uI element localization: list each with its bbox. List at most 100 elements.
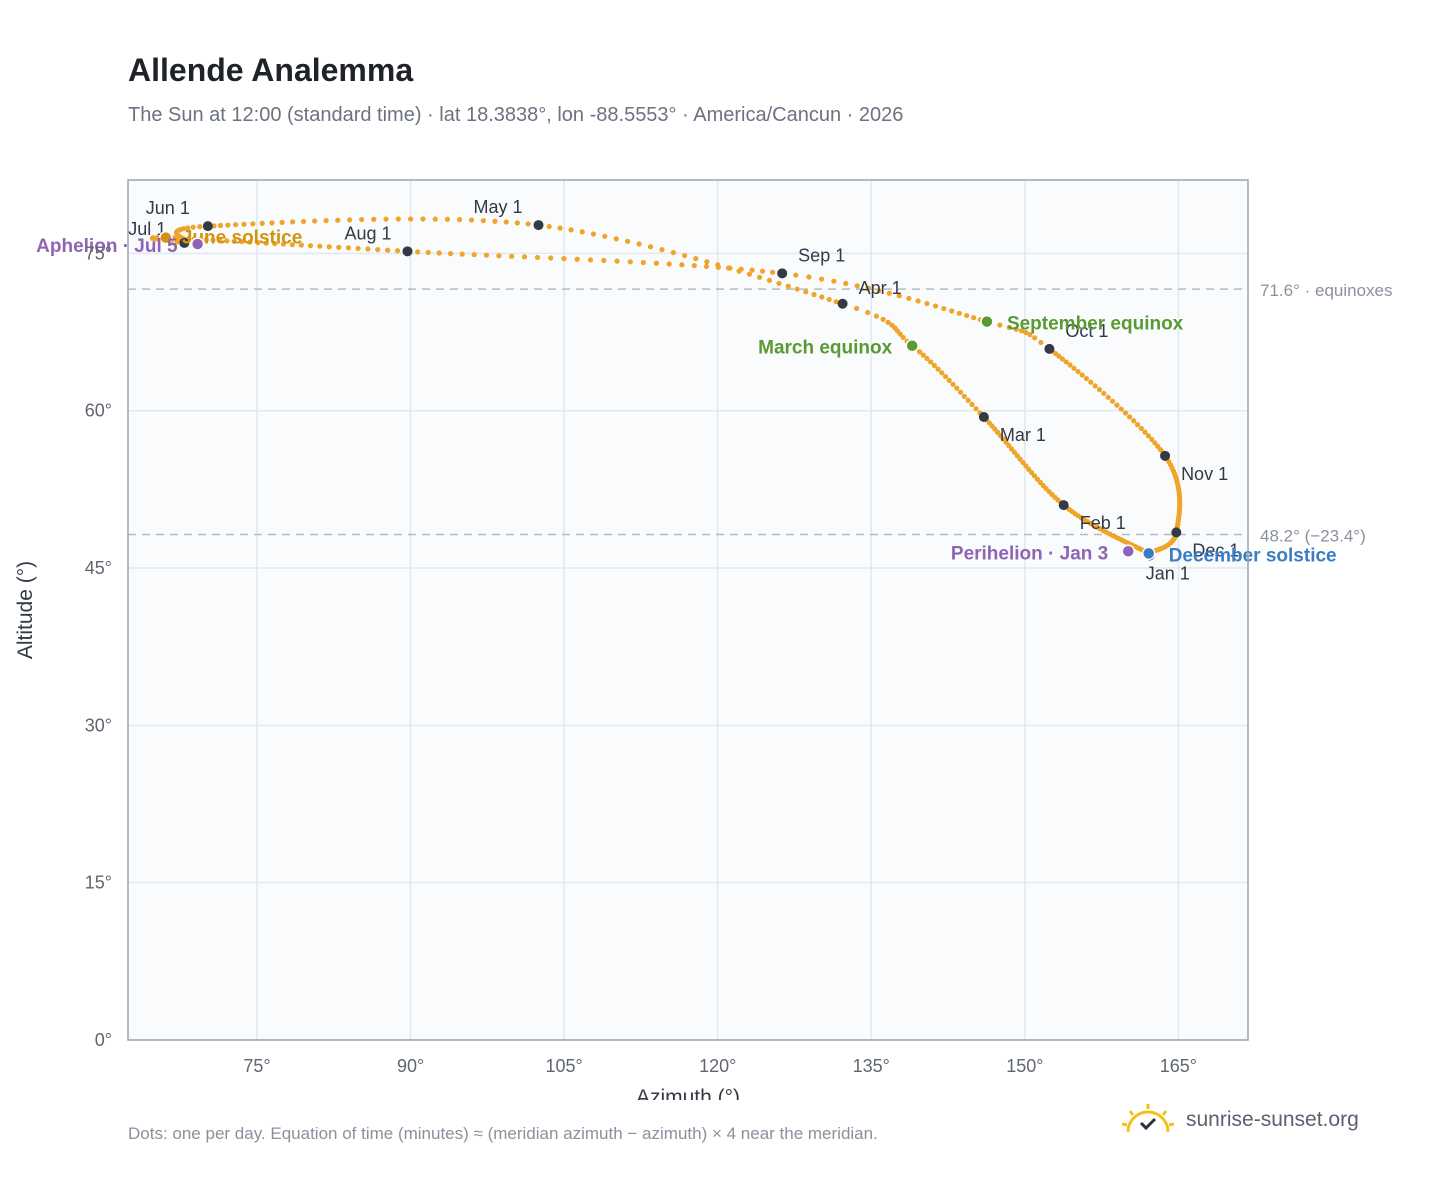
- daily-dot: [1023, 329, 1029, 336]
- daily-dot: [1118, 406, 1124, 412]
- daily-dot: [766, 277, 773, 283]
- daily-dot: [920, 352, 926, 358]
- daily-dot: [1145, 433, 1152, 439]
- daily-dot: [263, 240, 269, 246]
- daily-dot: [335, 217, 341, 223]
- month-marker: [777, 268, 788, 279]
- daily-dot: [1114, 402, 1120, 408]
- daily-dot: [602, 233, 608, 239]
- daily-dot: [587, 257, 594, 263]
- daily-dot: [1138, 425, 1144, 432]
- daily-dot: [1013, 326, 1019, 332]
- daily-dot: [831, 278, 837, 284]
- daily-dot: [939, 370, 945, 376]
- daily-dot: [924, 355, 930, 362]
- daily-dot: [280, 241, 287, 247]
- daily-dot: [971, 315, 977, 321]
- sun-check-icon: [1121, 1104, 1175, 1133]
- x-tick-label: 90°: [397, 1056, 424, 1076]
- daily-dot: [359, 216, 365, 223]
- x-tick-label: 150°: [1006, 1056, 1043, 1076]
- daily-dot: [906, 295, 912, 302]
- daily-dot: [224, 238, 230, 244]
- daily-dot: [794, 286, 800, 292]
- daily-dot: [1026, 466, 1032, 472]
- month-marker: [978, 412, 989, 423]
- chart-subtitle: The Sun at 12:00 (standard time) · lat 1…: [128, 104, 904, 126]
- x-tick-label: 120°: [699, 1056, 736, 1076]
- month-label: Jan 1: [1146, 563, 1190, 583]
- event-label: March equinox: [758, 338, 893, 359]
- daily-dot: [298, 242, 304, 248]
- daily-dot: [865, 309, 871, 316]
- daily-dot: [715, 264, 721, 270]
- daily-dot: [1059, 356, 1066, 362]
- daily-dot: [915, 298, 921, 304]
- daily-dot: [873, 313, 880, 319]
- daily-dot: [395, 216, 401, 222]
- daily-dot: [259, 220, 265, 226]
- daily-dot: [1067, 362, 1073, 368]
- daily-dot: [312, 218, 318, 224]
- daily-dot: [1079, 372, 1085, 378]
- brand-text: sunrise-sunset.org: [1186, 1108, 1359, 1131]
- plot-background: [128, 180, 1248, 1040]
- daily-dot: [885, 319, 891, 325]
- daily-dot: [601, 257, 607, 264]
- y-tick-label: 30°: [85, 715, 112, 735]
- daily-dot: [385, 247, 391, 253]
- daily-dot: [969, 401, 975, 408]
- x-tick-label: 165°: [1160, 1056, 1197, 1076]
- daily-dot: [1056, 353, 1062, 359]
- event-label: June solstice: [182, 228, 302, 249]
- daily-dot: [957, 389, 964, 395]
- daily-dot: [1023, 463, 1029, 469]
- daily-dot: [436, 250, 442, 256]
- month-marker: [1058, 500, 1069, 511]
- daily-dot: [806, 274, 812, 280]
- daily-dot: [371, 216, 377, 222]
- daily-dot: [574, 256, 580, 262]
- daily-dot: [231, 238, 237, 244]
- daily-dot: [459, 251, 465, 257]
- reference-lines: 71.6° · equinoxes 48.2° (−23.4°): [128, 281, 1393, 545]
- daily-dot: [483, 252, 490, 258]
- month-marker: [179, 237, 190, 248]
- chart-title: Allende Analemma: [128, 52, 414, 88]
- daily-dot: [394, 248, 401, 254]
- event-marker: [1141, 546, 1156, 561]
- daily-dot: [1014, 453, 1020, 459]
- daily-dot: [175, 235, 181, 241]
- x-tick-label: 75°: [243, 1056, 270, 1076]
- month-label: Jun 1: [146, 198, 190, 218]
- month-marker: [837, 298, 848, 309]
- event-marker: [159, 230, 173, 245]
- daily-dot: [1105, 394, 1111, 400]
- month-marker: [1171, 527, 1182, 538]
- daily-dot: [415, 249, 421, 255]
- event-markers: March equinox September equinox June solst…: [36, 228, 1336, 567]
- daily-dot: [1063, 359, 1069, 365]
- daily-dot: [557, 225, 563, 231]
- daily-dot: [1110, 398, 1116, 404]
- daily-dot: [964, 312, 970, 319]
- brand-link[interactable]: sunrise-sunset.org: [1120, 1102, 1359, 1138]
- daily-dot: [1027, 332, 1033, 338]
- daily-dot: [239, 239, 245, 245]
- event-label: Aphelion · Jul 5: [36, 236, 178, 257]
- daily-dot: [1020, 459, 1026, 466]
- y-tick-label: 75°: [85, 243, 112, 263]
- month-label: Feb 1: [1080, 513, 1126, 533]
- daily-dot: [289, 242, 295, 248]
- daily-dot: [408, 216, 414, 222]
- daily-dot: [590, 231, 597, 237]
- daily-dot: [1134, 422, 1141, 428]
- daily-dot: [691, 262, 697, 269]
- daily-dot: [347, 217, 353, 223]
- daily-dot: [1149, 436, 1155, 443]
- daily-dot: [300, 218, 307, 225]
- daily-dot: [749, 267, 755, 273]
- daily-dot: [679, 262, 685, 268]
- daily-dot: [1075, 368, 1081, 375]
